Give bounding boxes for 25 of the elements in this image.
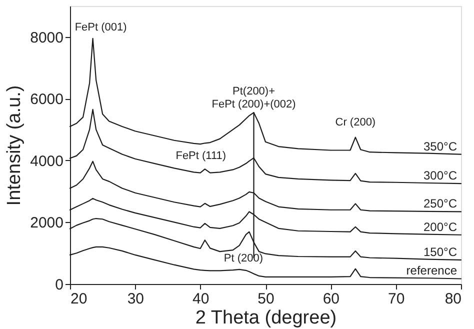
annotation: Pt (200) <box>224 252 264 264</box>
annotation: FePt (111) <box>176 150 226 162</box>
series-label: 250°C <box>424 196 458 211</box>
series-label: 300°C <box>424 168 458 183</box>
x-tick-label: 40 <box>192 290 210 308</box>
y-tick-label: 6000 <box>30 91 64 108</box>
y-tick-label: 0 <box>55 276 64 294</box>
x-tick-label: 30 <box>127 290 144 308</box>
series-label: reference <box>406 264 458 278</box>
x-tick-label: 80 <box>444 290 462 308</box>
series-label: 150°C <box>424 244 458 259</box>
y-tick-label: 8000 <box>30 29 64 46</box>
x-tick-label: 60 <box>322 290 340 308</box>
x-tick-label: 20 <box>70 290 88 308</box>
annotation: Pt(200)+ FePt (200)+(002) <box>212 86 296 111</box>
annotation: FePt (001) <box>74 21 127 34</box>
x-tick-label: 70 <box>388 290 405 308</box>
x-axis-title: 2 Theta (degree) <box>195 308 337 328</box>
series-label: 200°C <box>424 220 458 234</box>
x-tick-label: 50 <box>258 290 274 308</box>
y-tick-label: 2000 <box>30 214 64 232</box>
annotation: Cr (200) <box>335 116 376 128</box>
series-label: 350°C <box>424 139 458 154</box>
y-tick-label: 4000 <box>30 152 64 170</box>
y-axis-title: Intensity (a.u.) <box>4 85 26 206</box>
